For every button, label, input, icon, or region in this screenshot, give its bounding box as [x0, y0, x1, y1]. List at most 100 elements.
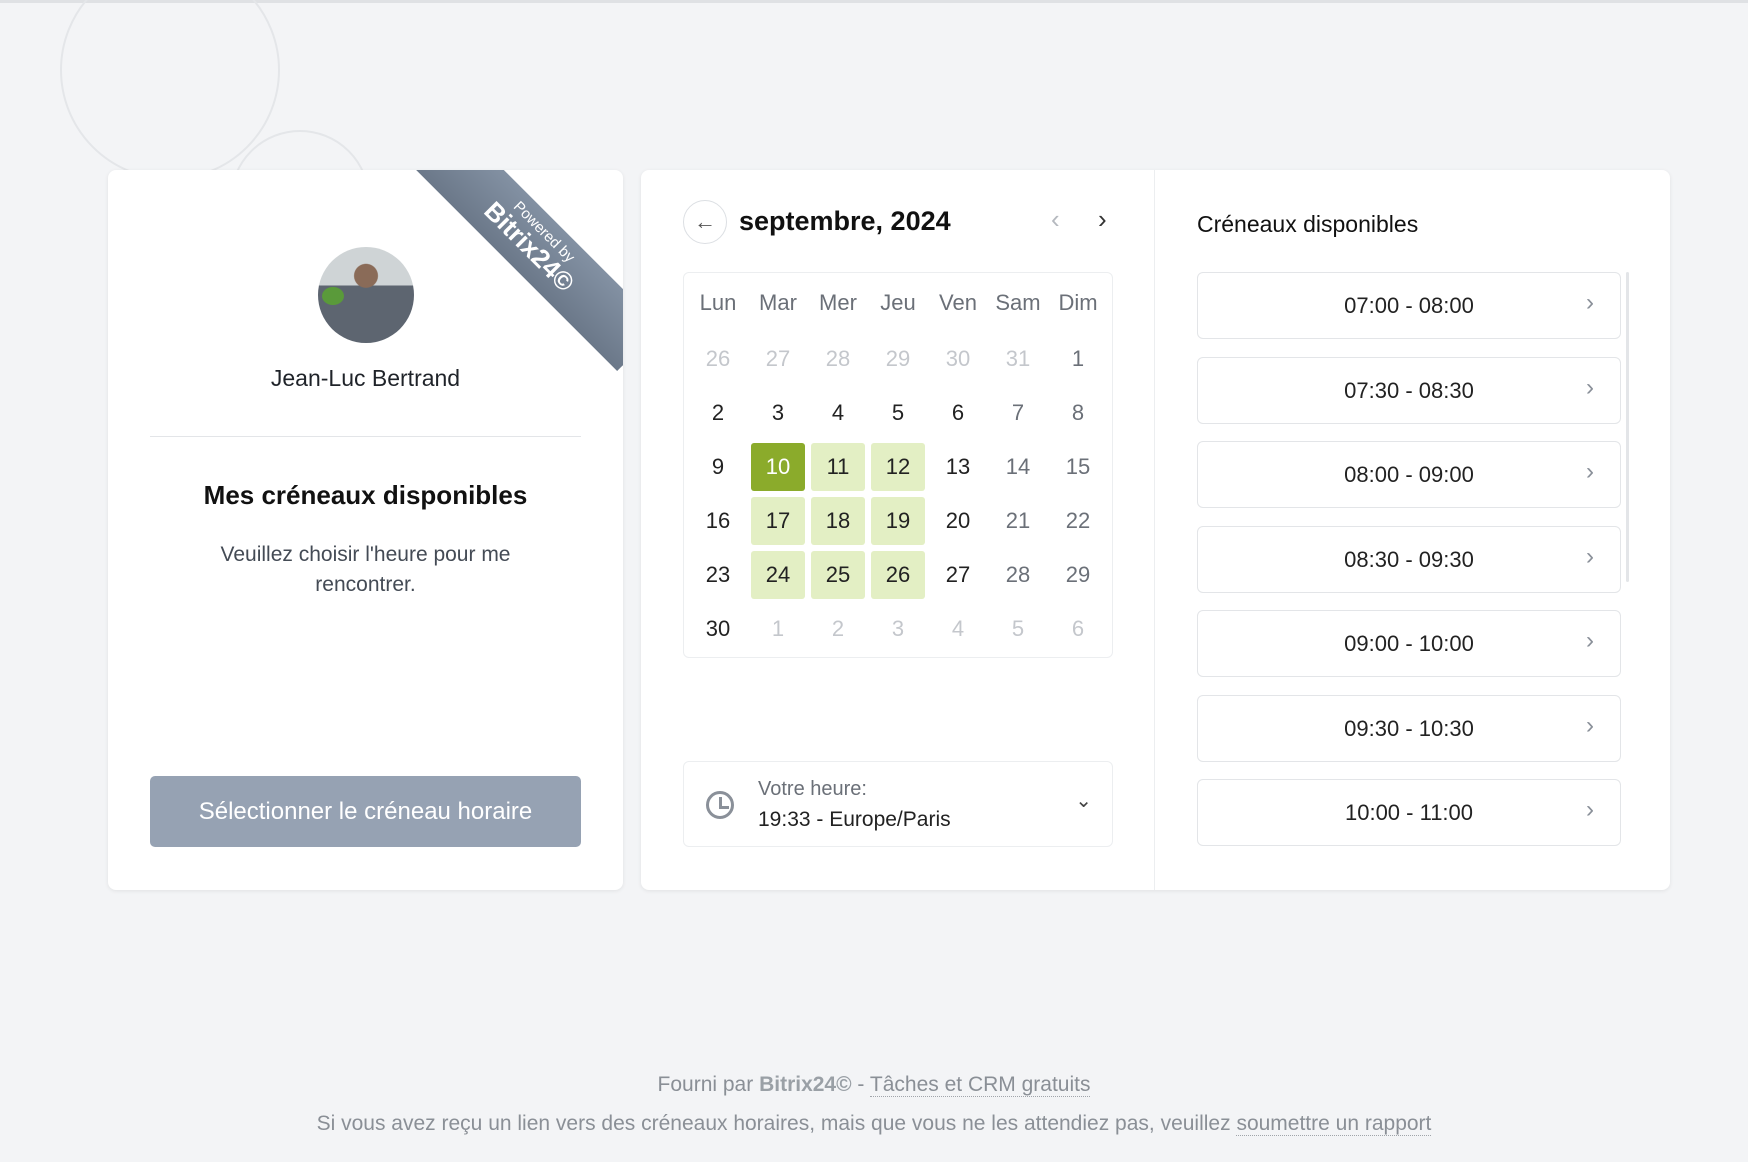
calendar-day[interactable]: 17 — [751, 497, 805, 545]
weekday-header: Sam — [995, 290, 1041, 315]
divider — [150, 436, 581, 437]
time-slot-button[interactable]: 07:00 - 08:00 › — [1197, 272, 1621, 339]
weekday-header: Lun — [699, 290, 737, 315]
slots-title: Créneaux disponibles — [1197, 211, 1419, 237]
calendar-day[interactable]: 26 — [871, 551, 925, 599]
selected-day[interactable]: 10 — [751, 443, 805, 491]
select-slot-button[interactable]: Sélectionner le créneau horaire — [150, 776, 581, 847]
arrow-left-icon: ← — [694, 209, 716, 234]
submit-report-link[interactable]: soumettre un rapport — [1236, 1112, 1432, 1136]
calendar-day: 27 — [765, 346, 791, 371]
weekday-header: Ven — [939, 290, 977, 315]
footer-notice: Si vous avez reçu un lien vers des créne… — [316, 1112, 1237, 1135]
timezone-value: 19:33 - Europe/Paris — [758, 808, 951, 831]
prev-month-button[interactable]: ‹ — [1051, 204, 1060, 235]
profile-card: Powered by Bitrix24© Jean-Luc Bertrand M… — [108, 170, 623, 890]
time-slot-button[interactable]: 08:30 - 09:30 › — [1197, 525, 1621, 593]
clock-icon — [706, 791, 734, 819]
chevron-right-icon: › — [1586, 458, 1594, 485]
calendar-day: 6 — [1071, 616, 1085, 641]
chevron-right-icon: › — [1586, 796, 1594, 823]
calendar-day: 5 — [1011, 616, 1025, 641]
calendar-day[interactable]: 30 — [705, 616, 731, 641]
calendar-day[interactable]: 25 — [811, 551, 865, 599]
chevron-right-icon: › — [1098, 204, 1107, 234]
time-slot-label: 08:00 - 09:00 — [1344, 462, 1474, 487]
footer-brand[interactable]: Bitrix24© — [759, 1073, 852, 1096]
calendar-day[interactable]: 27 — [945, 562, 971, 587]
footer-line-2: Si vous avez reçu un lien vers des créne… — [0, 1112, 1748, 1136]
calendar-day: 28 — [825, 346, 851, 371]
calendar-day[interactable]: 9 — [711, 454, 725, 479]
calendar-day: 3 — [891, 616, 905, 641]
calendar-day[interactable]: 3 — [771, 400, 785, 425]
calendar-day[interactable]: 6 — [951, 400, 965, 425]
calendar-day: 29 — [885, 346, 911, 371]
time-slot-button[interactable]: 10:00 - 11:00 › — [1197, 779, 1621, 846]
calendar-day[interactable]: 15 — [1065, 454, 1091, 479]
time-slot-button[interactable]: 09:30 - 10:30 › — [1197, 694, 1621, 762]
calendar-day[interactable]: 12 — [871, 443, 925, 491]
chevron-left-icon: ‹ — [1051, 204, 1060, 234]
calendar-day[interactable]: 16 — [705, 508, 731, 533]
calendar-day[interactable]: 18 — [811, 497, 865, 545]
chevron-right-icon: › — [1586, 289, 1594, 316]
vertical-divider — [1154, 170, 1155, 890]
chevron-right-icon: › — [1586, 542, 1594, 570]
calendar-day[interactable]: 19 — [871, 497, 925, 545]
footer-line-1: Fourni par Bitrix24© - Tâches et CRM gra… — [0, 1073, 1748, 1097]
free-tasks-crm-link[interactable]: Tâches et CRM gratuits — [869, 1073, 1091, 1097]
weekday-header: Dim — [1058, 290, 1098, 315]
timezone-label: Votre heure: — [758, 778, 867, 800]
time-slot-button[interactable]: 09:00 - 10:00 › — [1197, 610, 1621, 677]
calendar-day[interactable]: 20 — [945, 508, 971, 533]
calendar-day[interactable]: 22 — [1065, 508, 1091, 533]
booking-card: ← septembre, 2024 ‹ › Lun Mar Mer Jeu Ven Sam… — [641, 170, 1670, 890]
weekday-header: Mer — [819, 290, 857, 315]
calendar-day[interactable]: 1 — [1071, 346, 1085, 371]
chevron-down-icon: ⌄ — [1075, 790, 1092, 812]
calendar-grid: Lun Mar Mer Jeu Ven Sam Dim 26 27 28 29 30 31 1 2 3 4 5 6 7… — [683, 272, 1113, 658]
calendar-day[interactable]: 28 — [1005, 562, 1031, 587]
time-slot-label: 07:00 - 08:00 — [1344, 293, 1474, 318]
calendar-day[interactable]: 2 — [711, 400, 725, 425]
footer-prefix: Fourni par — [657, 1073, 754, 1096]
weekday-header: Jeu — [880, 290, 916, 315]
scrollbar[interactable] — [1626, 272, 1629, 582]
calendar-day: 2 — [831, 616, 845, 641]
timezone-selector[interactable]: Votre heure: 19:33 - Europe/Paris ⌄ — [683, 761, 1113, 847]
time-slot-button[interactable]: 07:30 - 08:30 › — [1197, 356, 1621, 424]
time-slot-button[interactable]: 08:00 - 09:00 › — [1197, 441, 1621, 508]
description: Veuillez choisir l'heure pour me rencont… — [220, 543, 511, 596]
user-name: Jean-Luc Bertrand — [270, 365, 461, 391]
calendar-day: 30 — [945, 346, 971, 371]
calendar-day[interactable]: 14 — [1005, 454, 1031, 479]
calendar-day: 26 — [705, 346, 731, 371]
powered-by-ribbon[interactable]: Powered by Bitrix24© — [405, 170, 623, 371]
calendar-day: 1 — [771, 616, 785, 641]
calendar-day[interactable]: 13 — [945, 454, 971, 479]
time-slot-label: 09:00 - 10:00 — [1344, 631, 1474, 656]
month-title: septembre, 2024 — [739, 206, 951, 236]
chevron-right-icon: › — [1586, 373, 1594, 401]
calendar-day[interactable]: 29 — [1065, 562, 1091, 587]
calendar-day[interactable]: 8 — [1071, 400, 1085, 425]
next-month-button[interactable]: › — [1098, 204, 1107, 235]
calendar-day[interactable]: 24 — [751, 551, 805, 599]
time-slot-label: 10:00 - 11:00 — [1344, 800, 1474, 825]
top-border — [0, 0, 1748, 3]
chevron-right-icon: › — [1586, 627, 1594, 654]
calendar-day[interactable]: 21 — [1005, 508, 1031, 533]
calendar-day: 4 — [951, 616, 965, 641]
calendar-day[interactable]: 11 — [811, 443, 865, 491]
calendar-day: 31 — [1005, 346, 1031, 371]
calendar-day[interactable]: 23 — [705, 562, 731, 587]
back-button[interactable]: ← — [683, 200, 727, 244]
avatar — [318, 247, 414, 343]
weekday-header: Mar — [759, 290, 797, 315]
calendar-day[interactable]: 7 — [1011, 400, 1025, 425]
calendar-day[interactable]: 4 — [831, 400, 845, 425]
chevron-right-icon: › — [1586, 711, 1594, 739]
time-slot-label: 07:30 - 08:30 — [1344, 377, 1474, 403]
calendar-day[interactable]: 5 — [891, 400, 905, 425]
